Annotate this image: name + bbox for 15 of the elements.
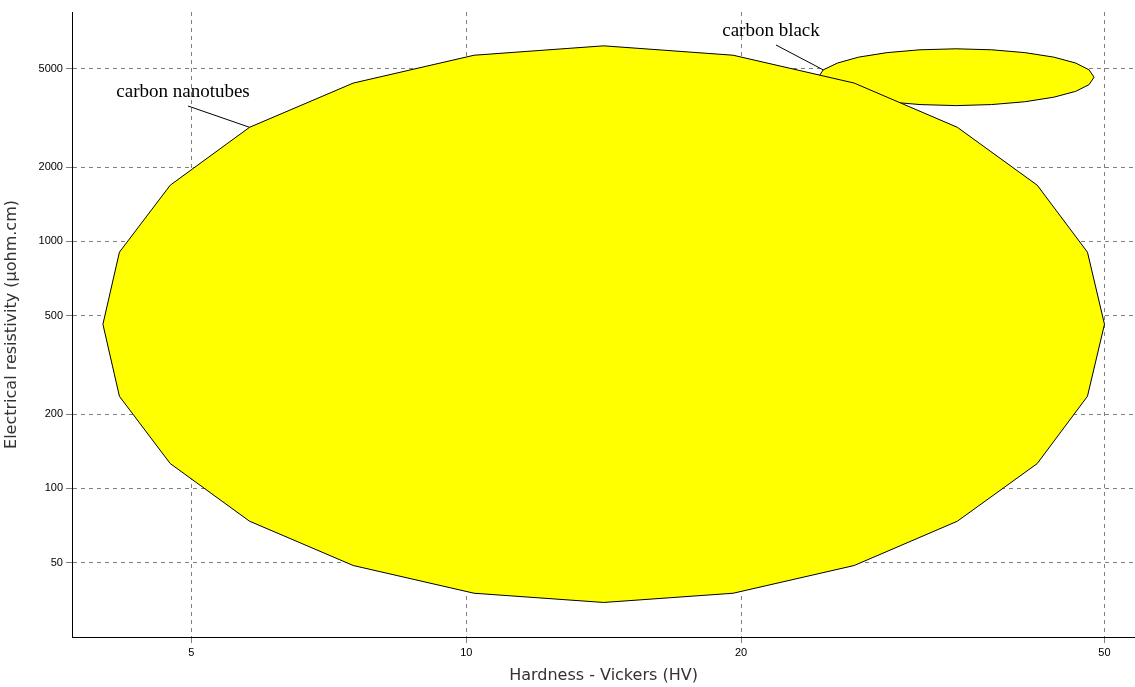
annotation: carbon black <box>722 18 821 40</box>
x-axis-title: Hardness - Vickers (HV) <box>509 664 698 684</box>
x-tick-label: 20 <box>735 645 748 658</box>
y-tick-label: 2000 <box>38 160 63 173</box>
y-tick-label: 50 <box>50 555 63 568</box>
y-tick-label: 5000 <box>38 61 63 74</box>
y-axis-title: Electrical resistivity (µohm.cm) <box>0 200 20 449</box>
x-tick-label: 5 <box>188 645 195 658</box>
x-tick-label: 10 <box>460 645 473 658</box>
y-tick-label: 100 <box>44 481 63 494</box>
y-tick-label: 200 <box>44 407 63 420</box>
y-tick-label: 1000 <box>38 234 63 247</box>
annotation: carbon nanotubes <box>116 79 250 101</box>
y-tick-label: 500 <box>44 308 63 321</box>
x-tick-label: 50 <box>1098 645 1111 658</box>
